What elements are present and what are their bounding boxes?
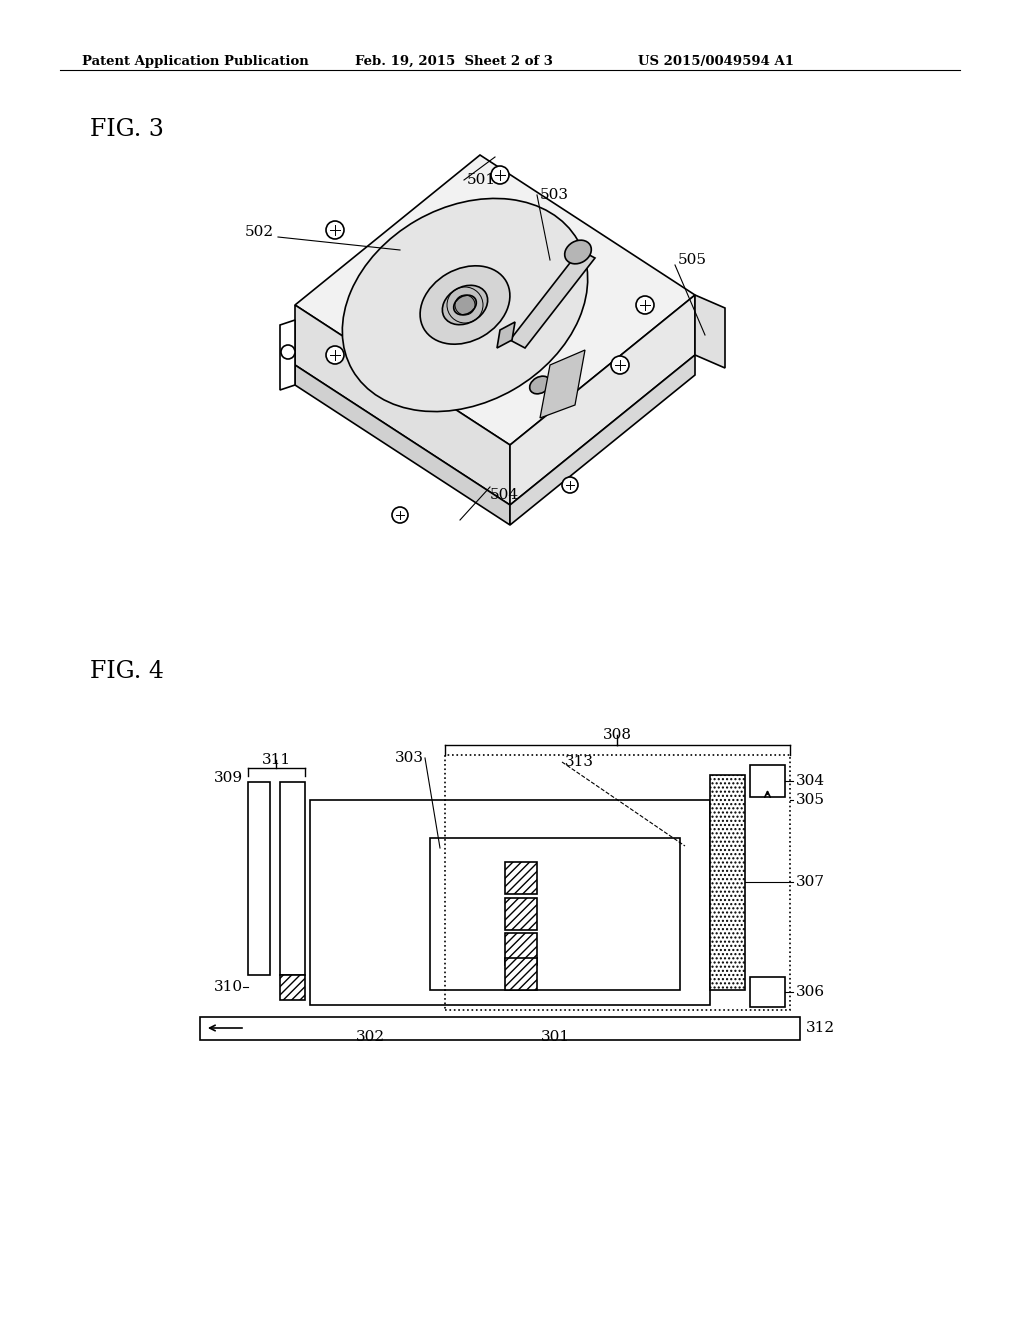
Bar: [280, 975, 305, 1001]
Circle shape: [281, 345, 295, 359]
Circle shape: [611, 356, 629, 374]
Bar: [750, 766, 785, 797]
Text: 305: 305: [796, 793, 825, 807]
Polygon shape: [540, 350, 585, 418]
Bar: [248, 781, 270, 975]
Circle shape: [490, 166, 509, 183]
Bar: [750, 977, 785, 1007]
Polygon shape: [280, 319, 295, 389]
Ellipse shape: [564, 240, 591, 264]
Text: US 2015/0049594 A1: US 2015/0049594 A1: [638, 55, 794, 69]
Text: 502: 502: [245, 224, 274, 239]
Polygon shape: [295, 154, 695, 445]
Polygon shape: [510, 294, 695, 506]
Circle shape: [636, 296, 654, 314]
Bar: [310, 800, 710, 1005]
Ellipse shape: [420, 265, 510, 345]
Polygon shape: [497, 322, 515, 348]
Text: 310: 310: [214, 979, 243, 994]
Polygon shape: [510, 249, 595, 348]
Polygon shape: [695, 294, 725, 368]
Text: 309: 309: [214, 771, 243, 785]
Text: 505: 505: [678, 253, 707, 267]
Text: 301: 301: [541, 1030, 569, 1044]
Circle shape: [326, 220, 344, 239]
Bar: [280, 781, 305, 975]
Polygon shape: [510, 355, 695, 525]
Text: 306: 306: [796, 985, 825, 999]
Polygon shape: [295, 366, 510, 525]
Ellipse shape: [529, 376, 550, 393]
Text: 308: 308: [602, 729, 632, 742]
Text: 304: 304: [796, 774, 825, 788]
Ellipse shape: [454, 296, 476, 315]
Text: 504: 504: [490, 488, 519, 502]
Text: 313: 313: [565, 755, 594, 770]
Ellipse shape: [342, 198, 588, 412]
Text: 311: 311: [261, 752, 291, 767]
Bar: [200, 1016, 800, 1040]
Bar: [505, 898, 537, 931]
Text: 307: 307: [796, 875, 825, 888]
Bar: [430, 838, 680, 990]
Circle shape: [562, 477, 578, 492]
Text: FIG. 4: FIG. 4: [90, 660, 164, 682]
Bar: [505, 958, 537, 990]
Ellipse shape: [442, 285, 487, 325]
Bar: [505, 862, 537, 894]
Bar: [710, 775, 745, 990]
Bar: [445, 755, 790, 1010]
Circle shape: [392, 507, 408, 523]
Text: 503: 503: [540, 187, 569, 202]
Text: Patent Application Publication: Patent Application Publication: [82, 55, 309, 69]
Circle shape: [326, 346, 344, 364]
Text: 302: 302: [355, 1030, 385, 1044]
Bar: [505, 933, 537, 965]
Text: 312: 312: [806, 1020, 836, 1035]
Polygon shape: [295, 305, 510, 506]
Text: 501: 501: [467, 173, 496, 187]
Text: FIG. 3: FIG. 3: [90, 117, 164, 141]
Text: Feb. 19, 2015  Sheet 2 of 3: Feb. 19, 2015 Sheet 2 of 3: [355, 55, 553, 69]
Text: 303: 303: [395, 751, 424, 766]
